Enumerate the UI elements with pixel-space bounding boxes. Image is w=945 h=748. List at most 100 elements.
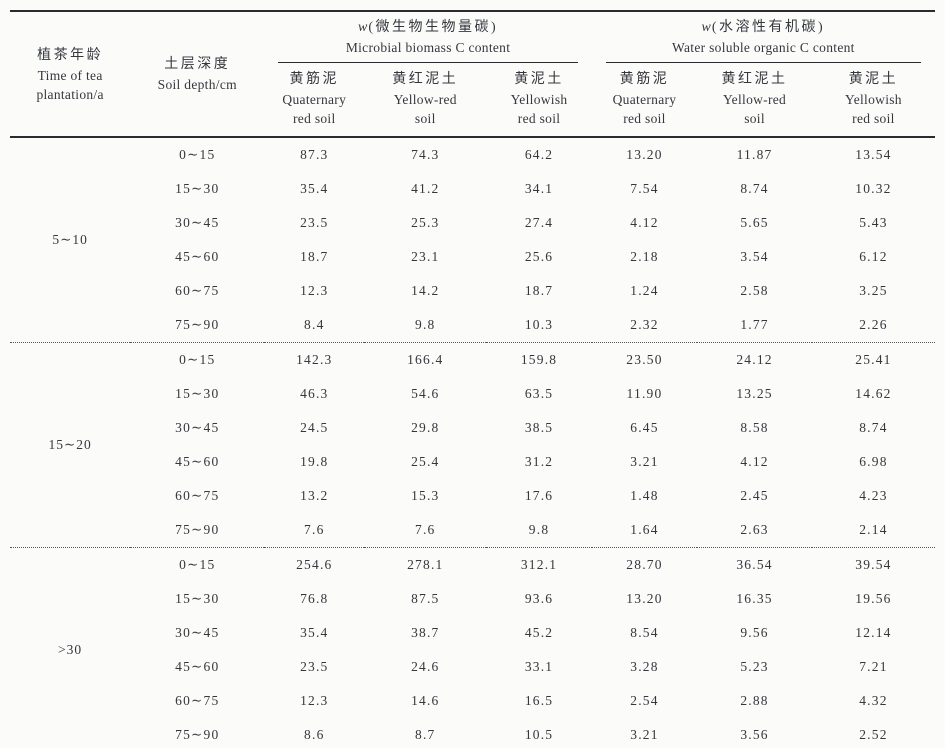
col-header-soil-depth: 土层深度 Soil depth/cm bbox=[130, 11, 264, 137]
col-header-yellow-red-soil-wsoc: 黄红泥土 Yellow-red soil bbox=[697, 63, 812, 137]
depth-cell: 45∼60 bbox=[175, 454, 220, 469]
table-row: 60∼75 12.3 14.2 18.7 1.24 2.58 3.25 bbox=[10, 274, 935, 308]
table-row: 15∼30 46.3 54.6 63.5 11.90 13.25 14.62 bbox=[10, 377, 935, 411]
header-row-groups: 植茶年龄 Time of tea plantation/a 土层深度 Soil … bbox=[10, 11, 935, 102]
value-cell: 38.7 bbox=[411, 625, 440, 640]
water-label-en: Water soluble organic C content bbox=[672, 40, 855, 55]
value-cell: 18.7 bbox=[300, 249, 329, 264]
value-cell: 64.2 bbox=[524, 147, 554, 162]
group-header-microbial-inner: w(微生物生物量碳) Microbial biomass C content bbox=[278, 17, 578, 63]
group-header-microbial-biomass-c: w(微生物生物量碳) Microbial biomass C content bbox=[264, 11, 591, 63]
value-cell: 8.74 bbox=[740, 181, 769, 196]
value-cell: 11.87 bbox=[736, 147, 773, 162]
value-cell: 4.32 bbox=[859, 693, 888, 708]
soil-carbon-table: 植茶年龄 Time of tea plantation/a 土层深度 Soil … bbox=[10, 10, 935, 748]
value-cell: 63.5 bbox=[524, 386, 554, 401]
w-symbol: w bbox=[357, 20, 368, 35]
value-cell: 1.77 bbox=[740, 317, 769, 332]
value-cell: 23.50 bbox=[591, 342, 698, 377]
value-cell: 46.3 bbox=[300, 386, 329, 401]
tea-age-label-cn: 植茶年龄 bbox=[37, 47, 104, 63]
soil-depth-label-cn: 土层深度 bbox=[164, 57, 231, 72]
soil-type-en: Quaternary red soil bbox=[612, 92, 677, 126]
value-cell: 35.4 bbox=[300, 625, 329, 640]
value-cell: 8.54 bbox=[630, 625, 659, 640]
tea-age-label-en: Time of tea plantation/a bbox=[36, 67, 104, 102]
value-cell: 13.54 bbox=[855, 147, 892, 162]
value-cell: 10.3 bbox=[524, 317, 554, 332]
value-cell: 2.88 bbox=[740, 693, 769, 708]
value-cell: 2.58 bbox=[740, 283, 769, 298]
value-cell: 3.54 bbox=[740, 249, 769, 264]
table-row: 45∼60 23.5 24.6 33.1 3.28 5.23 7.21 bbox=[10, 650, 935, 684]
table-row: 30∼45 35.4 38.7 45.2 8.54 9.56 12.14 bbox=[10, 616, 935, 650]
value-cell: 19.8 bbox=[300, 454, 329, 469]
value-cell: 38.5 bbox=[524, 420, 554, 435]
value-cell: 93.6 bbox=[524, 591, 554, 606]
value-cell: 6.45 bbox=[630, 420, 659, 435]
value-cell: 19.56 bbox=[855, 591, 892, 606]
value-cell: 8.7 bbox=[415, 727, 436, 742]
value-cell: 2.45 bbox=[740, 488, 769, 503]
table-row: 75∼90 8.4 9.8 10.3 2.32 1.77 2.26 bbox=[10, 308, 935, 343]
value-cell: 25.41 bbox=[811, 342, 935, 377]
value-cell: 1.24 bbox=[630, 283, 659, 298]
value-cell: 4.23 bbox=[859, 488, 888, 503]
depth-cell: 30∼45 bbox=[175, 420, 220, 435]
value-cell: 45.2 bbox=[524, 625, 554, 640]
value-cell: 2.18 bbox=[630, 249, 659, 264]
value-cell: 3.21 bbox=[630, 727, 659, 742]
soil-type-cn: 黄泥土 bbox=[848, 72, 899, 87]
value-cell: 16.5 bbox=[524, 693, 554, 708]
value-cell: 18.7 bbox=[524, 283, 554, 298]
value-cell: 159.8 bbox=[486, 342, 592, 377]
value-cell: 23.1 bbox=[411, 249, 440, 264]
value-cell: 41.2 bbox=[411, 181, 440, 196]
col-header-yellow-red-soil-mbc: 黄红泥土 Yellow-red soil bbox=[364, 63, 486, 137]
value-cell: 13.20 bbox=[626, 147, 663, 162]
value-cell: 8.4 bbox=[304, 317, 325, 332]
value-cell: 9.56 bbox=[740, 625, 769, 640]
value-cell: 33.1 bbox=[524, 659, 554, 674]
value-cell: 13.20 bbox=[626, 591, 663, 606]
value-cell: 4.12 bbox=[630, 215, 659, 230]
value-cell: 76.8 bbox=[300, 591, 329, 606]
value-cell: 24.5 bbox=[300, 420, 329, 435]
depth-cell: 60∼75 bbox=[175, 693, 220, 708]
value-cell: 16.35 bbox=[736, 591, 773, 606]
value-cell: 6.98 bbox=[859, 454, 888, 469]
value-cell: 31.2 bbox=[524, 454, 554, 469]
col-header-tea-age: 植茶年龄 Time of tea plantation/a bbox=[10, 11, 130, 137]
value-cell: 166.4 bbox=[364, 342, 487, 377]
depth-cell: 15∼30 bbox=[175, 386, 220, 401]
soil-type-en: Quaternary red soil bbox=[282, 92, 347, 126]
table-row: 15∼20 0∼15 142.3 166.4 159.8 23.50 24.12… bbox=[10, 342, 935, 548]
value-cell: 13.25 bbox=[736, 386, 773, 401]
value-cell: 14.2 bbox=[411, 283, 440, 298]
value-cell: 278.1 bbox=[364, 547, 487, 582]
soil-type-cn: 黄红泥土 bbox=[392, 72, 459, 87]
table-body: 5∼10 0∼15 87.3 74.3 64.2 13.20 11.87 13.… bbox=[10, 137, 935, 748]
value-cell: 28.70 bbox=[591, 547, 698, 582]
value-cell: 35.4 bbox=[300, 181, 329, 196]
value-cell: 24.6 bbox=[411, 659, 440, 674]
value-cell: 2.54 bbox=[630, 693, 659, 708]
depth-cell: 45∼60 bbox=[175, 249, 220, 264]
value-cell: 24.12 bbox=[697, 342, 812, 377]
depth-cell: 15∼30 bbox=[175, 181, 220, 196]
value-cell: 39.54 bbox=[811, 547, 935, 582]
table-row: >30 0∼15 254.6 278.1 312.1 28.70 36.54 3… bbox=[10, 547, 935, 748]
value-cell: 17.6 bbox=[524, 488, 554, 503]
table-row: 5∼10 0∼15 87.3 74.3 64.2 13.20 11.87 13.… bbox=[10, 137, 935, 247]
value-cell: 8.74 bbox=[859, 420, 888, 435]
value-cell: 2.63 bbox=[740, 522, 769, 537]
soil-type-en: Yellow-red soil bbox=[393, 92, 457, 126]
value-cell: 23.5 bbox=[300, 659, 329, 674]
table-row: 75∼90 8.6 8.7 10.5 3.21 3.56 2.52 bbox=[10, 718, 935, 748]
value-cell: 3.28 bbox=[630, 659, 659, 674]
soil-type-cn: 黄筋泥 bbox=[619, 72, 670, 87]
depth-cell: 0∼15 bbox=[130, 547, 265, 582]
value-cell: 6.12 bbox=[859, 249, 888, 264]
value-cell: 2.26 bbox=[859, 317, 888, 332]
depth-cell: 0∼15 bbox=[179, 147, 216, 162]
